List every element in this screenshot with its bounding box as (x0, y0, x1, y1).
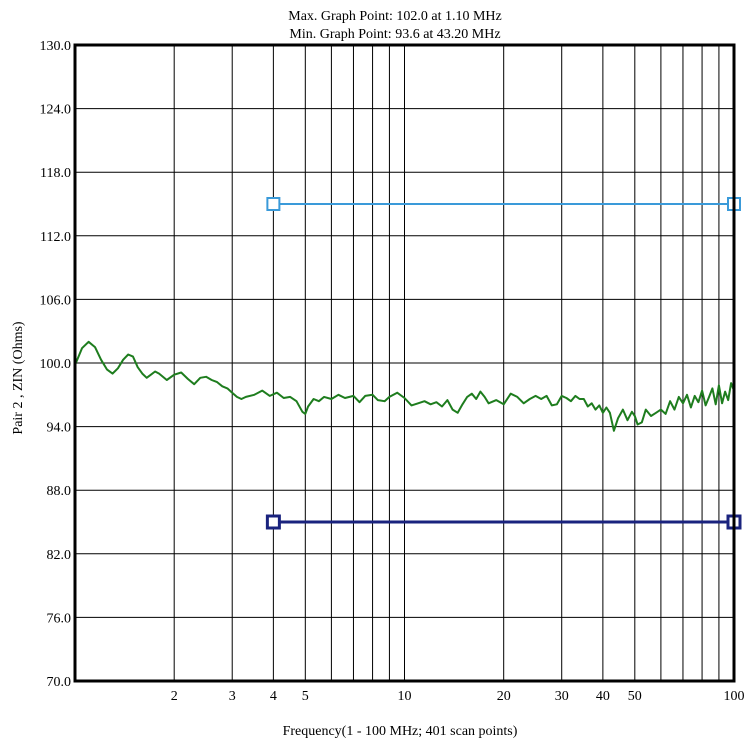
limit-marker (265, 514, 281, 530)
chart-annotation-min: Min. Graph Point: 93.6 at 43.20 MHz (289, 27, 500, 42)
x-tick-label: 4 (270, 689, 277, 704)
y-tick-label: 100.0 (40, 357, 72, 372)
x-tick-labels: 2 3 4 5 10 20 30 40 50 100 (171, 689, 745, 704)
y-tick-label: 88.0 (47, 484, 72, 499)
y-tick-label: 94.0 (47, 421, 72, 436)
y-tick-label: 112.0 (40, 230, 71, 245)
x-tick-label: 10 (398, 689, 412, 704)
y-tick-label: 82.0 (47, 548, 72, 563)
chart-annotation-max: Max. Graph Point: 102.0 at 1.10 MHz (288, 9, 501, 24)
x-tick-label: 100 (724, 689, 745, 704)
x-tick-label: 3 (229, 689, 236, 704)
x-tick-label: 50 (628, 689, 642, 704)
y-tick-label: 106.0 (40, 293, 72, 308)
grid (75, 44, 734, 682)
limit-marker (266, 197, 281, 211)
x-tick-label: 5 (302, 689, 309, 704)
series-line (74, 340, 735, 432)
x-tick-label: 30 (555, 689, 569, 704)
plot-frame (73, 43, 736, 683)
x-tick-label: 2 (171, 689, 178, 704)
y-tick-labels: 70.0 76.0 82.0 88.0 94.0 100.0 106.0 112.0 118.0… (40, 39, 72, 690)
y-tick-label: 130.0 (40, 39, 72, 54)
y-tick-label: 76.0 (47, 611, 72, 626)
x-tick-label: 40 (596, 689, 610, 704)
x-tick-label: 20 (497, 689, 511, 704)
series-layer (74, 340, 735, 432)
y-tick-label: 124.0 (40, 103, 72, 118)
x-axis-label: Frequency(1 - 100 MHz; 401 scan points) (283, 724, 518, 739)
y-tick-label: 70.0 (47, 675, 72, 690)
limit-lines (265, 197, 742, 530)
y-axis-label: Pair 2 , ZIN (Ohms) (11, 321, 26, 434)
y-tick-label: 118.0 (40, 166, 71, 181)
